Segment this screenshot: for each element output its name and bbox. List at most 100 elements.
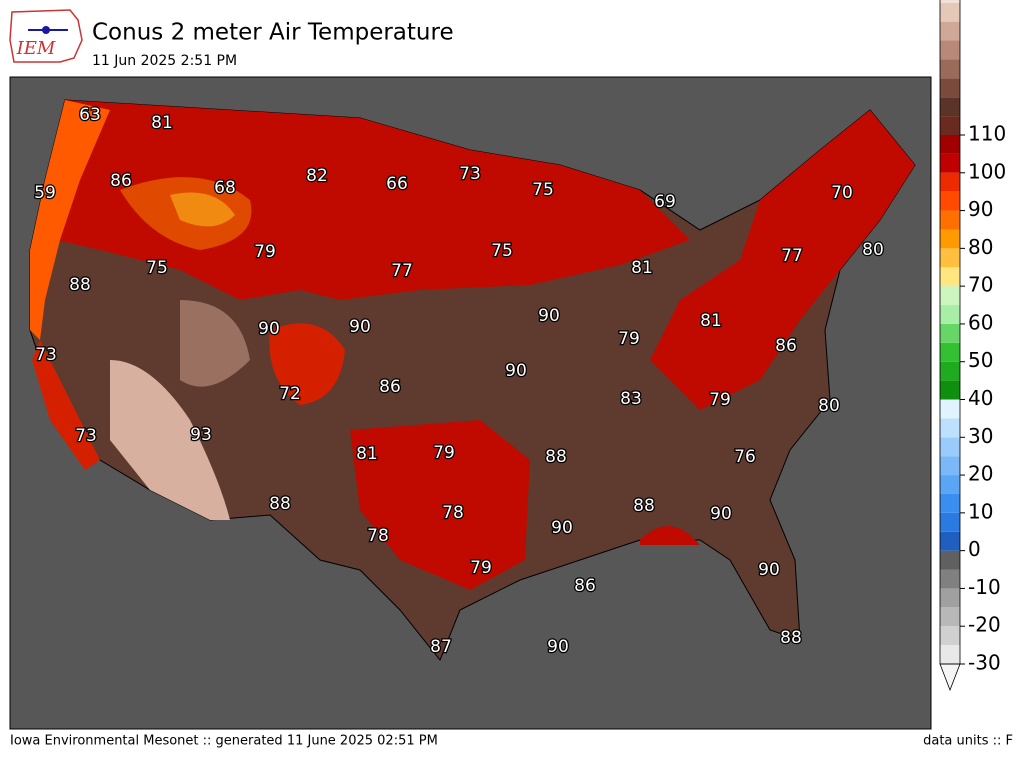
- colorbar-tick-label: 90: [968, 197, 993, 221]
- logo-text: IEM: [16, 38, 56, 59]
- temperature-label: 79: [709, 390, 731, 410]
- colorbar-tick-label: 100: [968, 159, 1006, 183]
- temperature-label: 72: [279, 384, 301, 404]
- temperature-label: 81: [631, 258, 653, 278]
- colorbar-tick-label: -20: [968, 613, 1001, 637]
- colorbar-swatch: [940, 512, 960, 532]
- colorbar-swatch: [940, 248, 960, 268]
- temperature-label: 77: [781, 246, 803, 266]
- colorbar-swatch: [940, 418, 960, 438]
- colorbar-swatch: [940, 267, 960, 287]
- colorbar-swatch: [940, 399, 960, 419]
- map: 63 81 86 59 68 82 66 73 75 69 70 79 75 77 75 81 77 80 88 90…: [9, 76, 932, 730]
- temperature-label: 79: [433, 443, 455, 463]
- temperature-label: 88: [545, 447, 567, 467]
- temperature-label: 73: [35, 345, 57, 365]
- colorbar-swatch: [940, 607, 960, 627]
- colorbar-tick-label: 30: [968, 424, 993, 448]
- temperature-label: 78: [367, 526, 389, 546]
- colorbar-swatch: [940, 116, 960, 135]
- colorbar-swatch: [940, 191, 960, 211]
- temperature-label: 88: [69, 275, 91, 295]
- temperature-label: 86: [110, 171, 132, 191]
- colorbar-swatch: [940, 229, 960, 249]
- colorbar-swatch: [940, 456, 960, 476]
- colorbar: -30 -20 -10 0 10 20 30 40 50 60 70 80 90 100 110: [939, 0, 1006, 692]
- title: Conus 2 meter Air Temperature: [92, 20, 454, 46]
- colorbar-tick-label: 110: [968, 122, 1006, 146]
- footer-right: data units :: F: [923, 734, 1013, 749]
- temperature-label: 78: [442, 503, 464, 523]
- temperature-label: 66: [386, 174, 408, 194]
- temperature-label: 90: [538, 306, 560, 326]
- temperature-label: 81: [700, 311, 722, 331]
- temperature-label: 73: [459, 164, 481, 184]
- temperature-label: 87: [430, 637, 452, 657]
- temperature-label: 75: [146, 258, 168, 278]
- temperature-label: 80: [818, 396, 840, 416]
- temperature-label: 81: [151, 113, 173, 133]
- temperature-label: 69: [654, 192, 676, 212]
- temperature-label: 77: [391, 261, 413, 281]
- temperature-label: 79: [254, 242, 276, 262]
- temperature-label: 90: [758, 560, 780, 580]
- colorbar-swatch: [940, 40, 960, 60]
- colorbar-swatch: [940, 135, 960, 154]
- colorbar-swatch: [940, 361, 960, 381]
- colorbar-swatch: [940, 21, 960, 41]
- colorbar-tick-label: 40: [968, 386, 993, 410]
- colorbar-tick-label: 10: [968, 499, 993, 523]
- footer-left: Iowa Environmental Mesonet :: generated …: [10, 734, 438, 749]
- temperature-label: 79: [470, 558, 492, 578]
- temperature-label: 70: [831, 183, 853, 203]
- colorbar-swatch: [940, 588, 960, 608]
- temperature-label: 63: [79, 105, 101, 125]
- colorbar-swatch: [940, 437, 960, 457]
- colorbar-tick-label: 80: [968, 235, 993, 259]
- temperature-label: 90: [505, 361, 527, 381]
- colorbar-swatch: [940, 323, 960, 343]
- temperature-label: 83: [620, 389, 642, 409]
- temperature-label: 90: [349, 317, 371, 337]
- temperature-label: 93: [190, 425, 212, 445]
- temperature-label: 79: [618, 329, 640, 349]
- colorbar-swatch: [940, 0, 960, 3]
- colorbar-swatch: [940, 286, 960, 306]
- colorbar-tick-label: -10: [968, 575, 1001, 599]
- colorbar-swatch: [940, 153, 960, 173]
- temperature-label: 90: [551, 518, 573, 538]
- colorbar-swatch: [940, 2, 960, 22]
- colorbar-tick-label: 60: [968, 310, 993, 334]
- colorbar-swatch: [940, 531, 960, 551]
- temperature-label: 81: [356, 444, 378, 464]
- temperature-label: 68: [214, 178, 236, 198]
- colorbar-tick-label: -30: [968, 651, 1001, 675]
- temperature-label: 88: [780, 628, 802, 648]
- colorbar-swatch: [940, 645, 960, 664]
- temperature-label: 86: [574, 576, 596, 596]
- colorbar-swatch: [940, 172, 960, 192]
- temperature-label: 75: [532, 180, 554, 200]
- colorbar-swatch: [940, 210, 960, 230]
- temperature-label: 82: [306, 166, 328, 186]
- temperature-label: 90: [547, 637, 569, 657]
- colorbar-tick-label: 20: [968, 462, 993, 486]
- colorbar-tick-label: 70: [968, 273, 993, 297]
- colorbar-swatch: [940, 550, 960, 570]
- colorbar-swatch: [940, 59, 960, 79]
- colorbar-tick-label: 0: [968, 537, 981, 561]
- logo: IEM: [9, 9, 83, 63]
- colorbar-swatch: [940, 305, 960, 324]
- temperature-label: 59: [34, 183, 56, 203]
- subtitle: 11 Jun 2025 2:51 PM: [92, 53, 237, 69]
- temperature-label: 90: [710, 504, 732, 524]
- temperature-label: 86: [775, 336, 797, 356]
- colorbar-swatch: [940, 493, 960, 513]
- temperature-label: 88: [269, 494, 291, 514]
- temperature-label: 75: [491, 241, 513, 261]
- colorbar-swatch: [940, 380, 960, 400]
- colorbar-arrow-bottom: [939, 663, 961, 692]
- temperature-label: 80: [862, 240, 884, 260]
- temperature-label: 73: [75, 426, 97, 446]
